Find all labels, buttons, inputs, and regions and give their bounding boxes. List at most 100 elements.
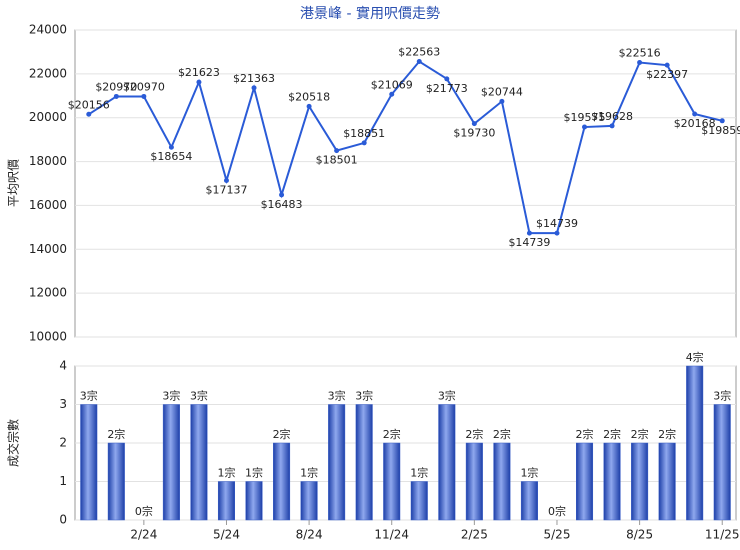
value-label: 3宗 [713,389,731,403]
value-label: $20970 [123,80,165,93]
bar [603,442,621,521]
value-label: $20744 [481,85,523,98]
value-label: $18851 [343,127,385,140]
y-tick-label: 10000 [29,330,67,344]
x-tick-label: 5/25 [544,528,571,542]
bar [658,442,676,521]
x-tick-label: 2/24 [130,528,157,542]
bar [438,404,456,521]
value-label: $20156 [68,98,110,111]
y-tick-label: 22000 [29,66,67,80]
y-tick-label: 16000 [29,198,67,212]
point [609,123,615,129]
y-tick-label: 24000 [29,23,67,37]
value-label: 3宗 [438,389,456,403]
plot-frame [74,29,737,338]
bar [713,404,731,521]
value-label: 3宗 [190,389,208,403]
point [361,140,367,146]
bar [328,404,346,521]
point [637,60,643,66]
value-label: 2宗 [631,427,649,441]
value-label: $22516 [619,47,661,60]
point [306,103,312,109]
point [444,76,450,82]
value-label: $21773 [426,82,468,95]
value-label: $19730 [453,127,495,140]
chart-title: 港景峰 - 實用呎價走勢 [300,5,440,22]
value-label: $14739 [536,217,578,230]
value-label: 1宗 [245,466,263,480]
value-label: 2宗 [273,427,291,441]
bar [107,442,125,521]
y-tick-label: 14000 [29,242,67,256]
value-label: 3宗 [162,389,180,403]
point [86,111,92,117]
bar [493,442,511,521]
x-tick-label: 2/25 [461,528,488,542]
value-label: $16483 [261,198,303,211]
bar [520,481,538,521]
value-label: 1宗 [410,466,428,480]
point [223,177,229,183]
value-label: 2宗 [658,427,676,441]
value-label: 1宗 [520,466,538,480]
value-label: $17137 [205,183,247,196]
value-label: $22397 [646,68,688,81]
bar [217,481,235,521]
bar [576,442,594,521]
value-label: $21623 [178,66,220,79]
value-label: $14739 [508,236,550,249]
value-label: 4宗 [686,350,704,364]
y-tick-label: 12000 [29,286,67,300]
bar [190,404,208,521]
y-tick-label: 2 [59,436,67,450]
value-label: $18501 [316,154,358,167]
point [113,93,119,99]
bar [355,404,373,521]
value-label: 0宗 [548,504,566,518]
bar [686,365,704,521]
bar [300,481,318,521]
y-tick-label: 0 [59,513,67,527]
x-tick-label: 5/24 [213,528,240,542]
value-label: $18654 [150,150,192,163]
value-label: 3宗 [328,389,346,403]
bar [410,481,428,521]
value-label: 2宗 [603,427,621,441]
x-tick-label: 11/25 [705,528,740,542]
point [582,124,588,130]
value-label: $19628 [591,110,633,123]
point [719,118,725,124]
y-tick-label: 20000 [29,110,67,124]
bar [465,442,483,521]
value-label: $20970 [95,80,137,93]
point [279,192,285,198]
value-label: 2宗 [576,427,594,441]
value-label: 2宗 [493,427,511,441]
value-label: 3宗 [80,389,98,403]
value-label: 0宗 [135,504,153,518]
x-tick-label: 8/25 [626,528,653,542]
bar [245,481,263,521]
point [141,93,147,99]
point [251,85,257,91]
bar [383,442,401,521]
point [692,111,698,117]
point [416,59,422,65]
y-tick-label: 3 [59,397,67,411]
y-tick-label: 18000 [29,154,67,168]
x-tick-label: 8/24 [296,528,323,542]
point [526,230,532,236]
value-label: $20168 [674,117,716,130]
point [471,121,477,127]
value-label: 2宗 [383,427,401,441]
y-tick-label: 4 [59,359,67,373]
value-label: 1宗 [217,466,235,480]
y-axis-title: 平均呎價 [7,159,21,207]
point [554,230,560,236]
value-label: $21363 [233,72,275,85]
y-axis-title: 成交宗數 [6,419,21,467]
value-label: 1宗 [300,466,318,480]
